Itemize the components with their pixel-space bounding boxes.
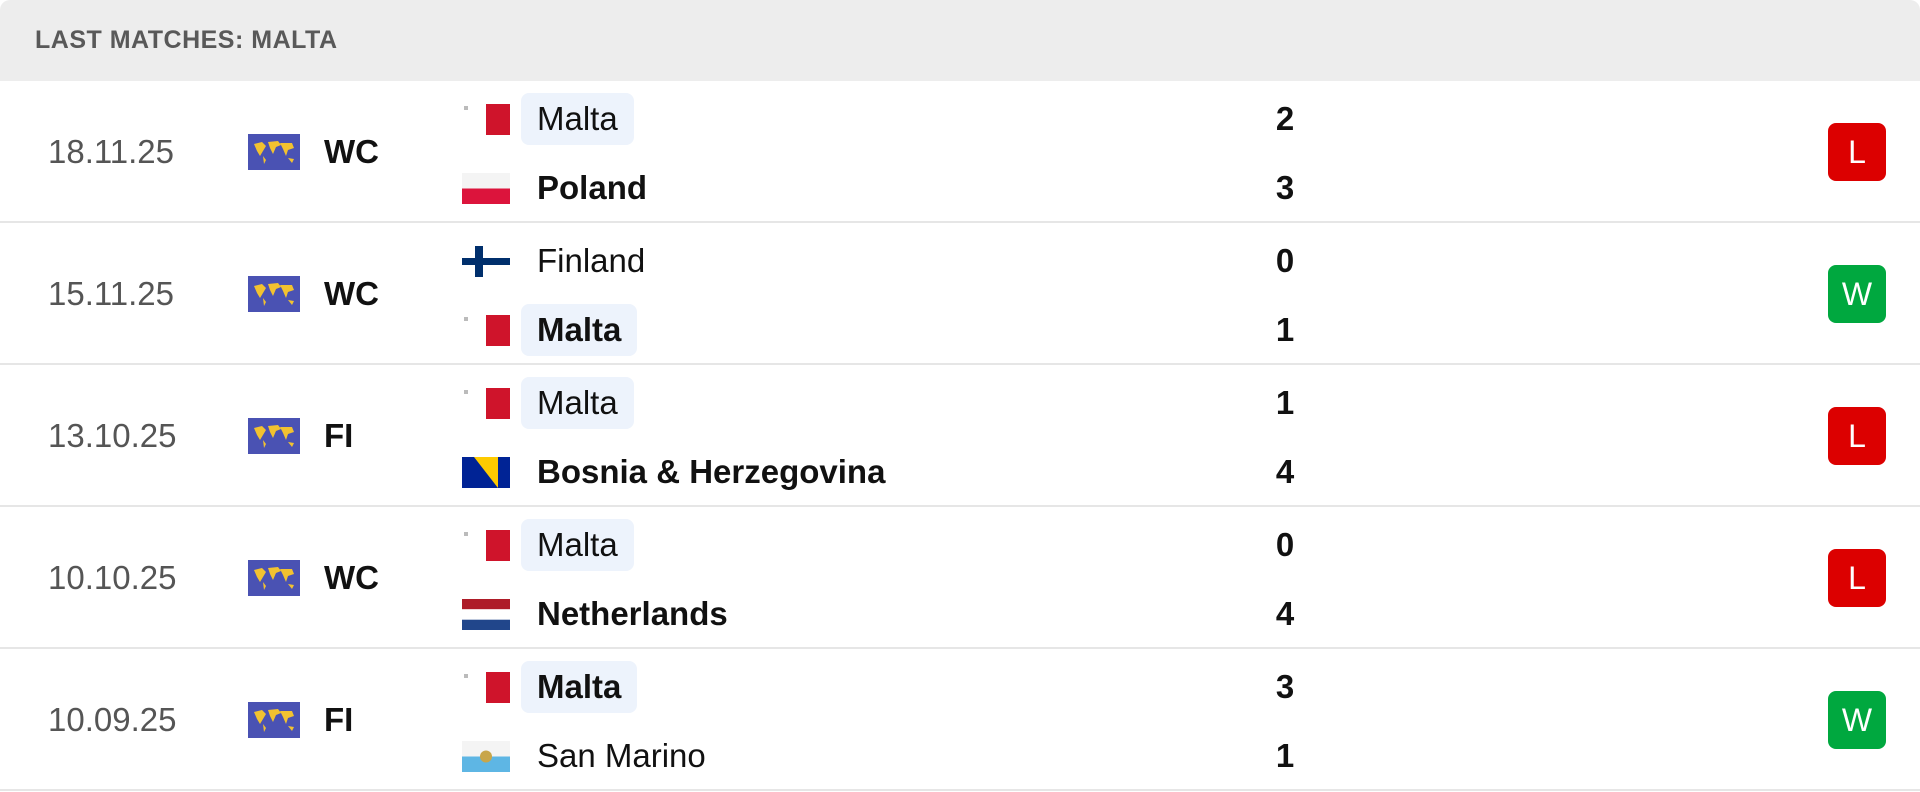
competition-icon <box>248 560 300 596</box>
competition-icon <box>248 134 300 170</box>
flag <box>462 530 510 561</box>
competition-icon <box>248 418 300 454</box>
score: 3 <box>1275 668 1295 705</box>
match-date: 10.10.25 <box>48 559 177 596</box>
score: 1 <box>1275 737 1295 774</box>
team-name[interactable]: Malta <box>521 93 634 145</box>
result-badge: L <box>1828 123 1886 181</box>
team-name[interactable]: San Marino <box>537 737 706 774</box>
team-name[interactable]: Netherlands <box>537 595 728 632</box>
flag <box>462 741 510 772</box>
result-badge: L <box>1828 407 1886 465</box>
team-name[interactable]: Malta <box>521 377 634 429</box>
competition: WC <box>324 275 379 312</box>
match-row[interactable]: 13.10.25 FI Malta 1 Bosnia & Herzegovina 4 L <box>0 365 1920 507</box>
score: 3 <box>1275 169 1295 206</box>
match-date: 18.11.25 <box>48 133 175 170</box>
team-name[interactable]: Bosnia & Herzegovina <box>537 453 886 490</box>
score: 1 <box>1275 311 1295 348</box>
flag <box>462 672 510 703</box>
team-name[interactable]: Poland <box>537 169 648 206</box>
flag <box>462 173 510 204</box>
result-badge: L <box>1828 549 1886 607</box>
match-row[interactable]: 15.11.25 WC Finland 0 Malta 1 W <box>0 223 1920 365</box>
score: 1 <box>1275 384 1295 421</box>
match-row[interactable]: 18.11.25 WC Malta 2 Poland 3 L <box>0 81 1920 223</box>
flag <box>462 246 510 277</box>
team-name[interactable]: Finland <box>537 242 646 279</box>
flag <box>462 104 510 135</box>
competition: FI <box>324 701 354 738</box>
flag <box>462 457 510 488</box>
match-date: 10.09.25 <box>48 701 177 738</box>
result-badge: W <box>1828 691 1886 749</box>
flag <box>462 388 510 419</box>
match-row[interactable]: 10.09.25 FI Malta 3 San Marino 1 W <box>0 649 1920 791</box>
score: 4 <box>1275 595 1295 632</box>
team-name[interactable]: Malta <box>521 519 634 571</box>
score: 4 <box>1275 453 1295 490</box>
header-title: LAST MATCHES: MALTA <box>35 26 338 54</box>
match-row[interactable]: 10.10.25 WC Malta 0 Netherlands 4 L <box>0 507 1920 649</box>
score: 0 <box>1275 526 1295 563</box>
competition: FI <box>324 417 354 454</box>
competition-icon <box>248 702 300 738</box>
competition: WC <box>324 559 379 596</box>
competition: WC <box>324 133 379 170</box>
flag <box>462 315 510 346</box>
score: 0 <box>1275 242 1295 279</box>
score: 2 <box>1275 100 1295 137</box>
result-badge: W <box>1828 265 1886 323</box>
match-date: 15.11.25 <box>48 275 175 312</box>
team-name[interactable]: Malta <box>521 661 638 713</box>
header: LAST MATCHES: MALTA <box>0 0 1920 81</box>
flag <box>462 599 510 630</box>
team-name[interactable]: Malta <box>521 304 638 356</box>
competition-icon <box>248 276 300 312</box>
match-date: 13.10.25 <box>48 417 177 454</box>
